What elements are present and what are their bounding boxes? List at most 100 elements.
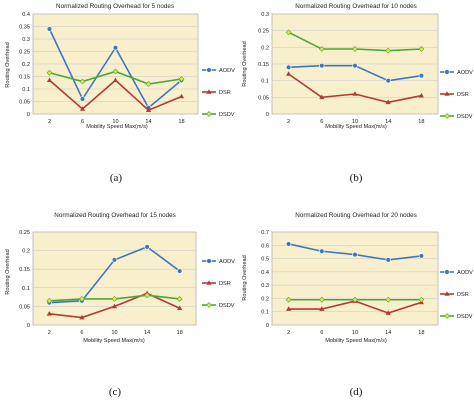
- y-tick-label: 0.1: [261, 310, 269, 316]
- legend-label-dsdv: DSDV: [219, 112, 235, 118]
- x-tick-label: 6: [320, 119, 323, 125]
- data-point-dsdv: [176, 296, 183, 302]
- data-point-dsr: [46, 77, 53, 83]
- data-point-dsr: [286, 306, 292, 311]
- legend-label-dsdv: DSDV: [219, 303, 235, 309]
- legend-marker-aodv: [444, 69, 450, 75]
- legend-label-dsr: DSR: [219, 90, 231, 96]
- legend-label-aodv: AODV: [219, 259, 235, 265]
- chart-panel-4: 0 0.1 0.2 0.3 0.4 0.5 0.6 0.7 2 6 10 14 18 Normalized…: [242, 212, 473, 398]
- legend-label-aodv: AODV: [219, 68, 235, 74]
- data-point-aodv: [352, 62, 358, 69]
- data-point-dsdv: [112, 68, 119, 75]
- y-tick-label: 0.4: [261, 270, 269, 276]
- y-tick-label: 0.6: [261, 243, 269, 249]
- y-tick-label: 0.7: [261, 230, 269, 236]
- legend-label-aodv: AODV: [457, 270, 473, 276]
- data-point-aodv: [352, 251, 358, 258]
- x-axis-label: Mobility Speed Max(m/s): [325, 124, 387, 130]
- data-point-dsdv: [318, 46, 325, 52]
- data-point-dsdv: [111, 296, 118, 302]
- data-point-aodv: [319, 248, 325, 254]
- y-tick-label: 0.2: [261, 296, 269, 302]
- data-point-aodv: [418, 72, 425, 79]
- data-point-aodv: [112, 45, 119, 51]
- y-axis-label: Routing Overhead: [242, 255, 248, 300]
- x-tick-label: 2: [287, 119, 290, 125]
- x-tick-label: 14: [385, 119, 391, 125]
- chart-panel-3: 0 0.05 0.1 0.15 0.2 0.25 2 6 10 14 18 Normalized Ro…: [5, 212, 235, 398]
- legend-label-dsdv: DSDV: [457, 114, 473, 120]
- legend-marker-dsr: [444, 291, 450, 296]
- y-tick-label: 0.1: [22, 286, 30, 292]
- y-tick-label: 0.1: [261, 79, 269, 85]
- data-point-dsr: [178, 93, 185, 99]
- data-point-aodv: [144, 244, 150, 250]
- y-tick-label: 0.15: [19, 267, 30, 273]
- data-point-dsr: [111, 303, 118, 309]
- x-tick-label: 10: [112, 119, 118, 125]
- data-point-dsr: [385, 310, 391, 315]
- x-tick-label: 14: [385, 330, 391, 336]
- y-tick-label: 0.3: [261, 283, 269, 289]
- x-tick-label: 6: [81, 119, 84, 125]
- data-point-dsdv: [46, 69, 53, 76]
- panel-caption: (d): [350, 386, 363, 398]
- y-tick-label: 0.15: [19, 75, 30, 81]
- legend-label-dsr: DSR: [457, 292, 469, 298]
- y-tick-label: 0.05: [19, 304, 30, 310]
- data-point-aodv: [111, 257, 118, 263]
- y-tick-label: 0.35: [19, 25, 30, 31]
- x-tick-label: 18: [418, 119, 424, 125]
- data-point-aodv: [285, 241, 292, 247]
- data-point-dsr: [352, 91, 358, 96]
- chart-panel-2: 0 0.05 0.1 0.15 0.2 0.25 0.3 2 6 10 14 18 Normalized…: [242, 3, 473, 184]
- chart-title: Normalized Routing Overhead for 20 nodes: [295, 212, 416, 219]
- data-point-dsdv: [145, 81, 152, 87]
- panel-caption: (a): [110, 172, 123, 184]
- chart-title: Normalized Routing Overhead for 15 nodes: [54, 212, 175, 219]
- data-point-dsdv: [46, 297, 53, 304]
- data-point-aodv: [319, 62, 325, 69]
- data-point-aodv: [285, 64, 292, 71]
- x-tick-label: 10: [352, 119, 358, 125]
- y-tick-label: 0: [27, 323, 30, 329]
- y-tick-label: 0: [27, 112, 30, 118]
- data-point-dsr: [385, 99, 391, 105]
- y-tick-label: 0.2: [22, 249, 30, 255]
- x-tick-label: 18: [177, 330, 183, 336]
- data-point-dsr: [79, 106, 86, 111]
- chart-title: Normalized Routing Overhead for 5 nodes: [56, 3, 174, 10]
- y-tick-label: 0.2: [261, 45, 269, 51]
- y-axis-label: Routing Overhead: [5, 42, 11, 87]
- x-tick-label: 18: [178, 119, 184, 125]
- data-point-dsr: [319, 306, 325, 311]
- data-point-aodv: [177, 268, 183, 274]
- y-axis-label: Routing Overhead: [242, 41, 248, 86]
- data-point-dsr: [145, 107, 152, 113]
- x-tick-label: 10: [352, 330, 358, 336]
- data-point-dsdv: [144, 292, 151, 299]
- legend-label-dsr: DSR: [457, 92, 469, 98]
- y-tick-label: 0.5: [261, 257, 269, 263]
- data-point-dsdv: [418, 46, 425, 52]
- data-point-dsr: [112, 77, 119, 83]
- x-tick-label: 14: [144, 330, 150, 336]
- legend-marker-dsdv: [206, 111, 212, 117]
- data-point-dsr: [79, 314, 85, 320]
- y-tick-label: 0.2: [22, 62, 30, 68]
- x-axis-label: Mobility Speed Max(m/s): [325, 338, 387, 344]
- panel-caption: (c): [109, 386, 122, 398]
- y-tick-label: 0.3: [261, 12, 269, 18]
- legend-label-dsr: DSR: [219, 281, 231, 287]
- x-axis-label: Mobility Speed Max(m/s): [86, 124, 148, 130]
- data-point-dsdv: [78, 296, 85, 302]
- data-point-aodv: [418, 253, 425, 259]
- y-tick-label: 0.3: [22, 37, 30, 43]
- data-point-dsdv: [418, 296, 425, 303]
- y-tick-label: 0.4: [22, 12, 30, 18]
- legend-label-dsdv: DSDV: [457, 314, 473, 320]
- legend-marker-dsr: [206, 280, 212, 285]
- y-tick-label: 0.15: [258, 62, 269, 68]
